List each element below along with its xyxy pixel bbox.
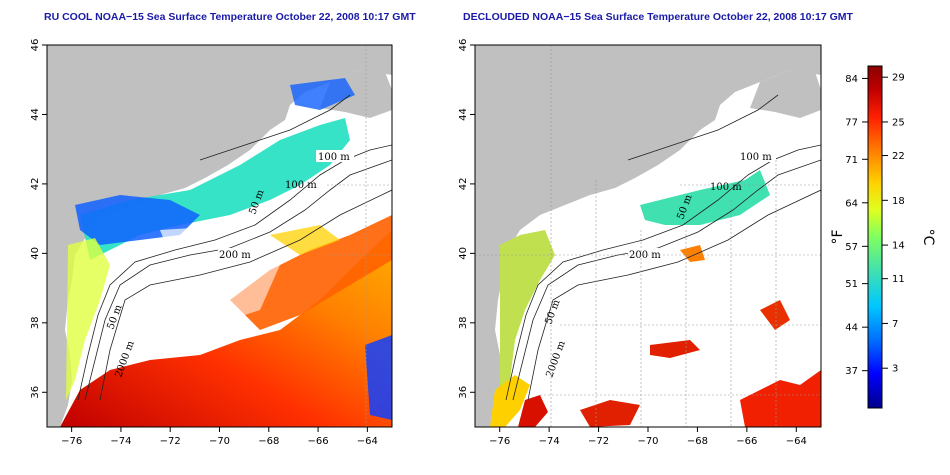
c-tick-label: 22: [892, 151, 905, 162]
left-panel-title: RU COOL NOAA−15 Sea Surface Temperature …: [44, 11, 416, 23]
contour-label: 100 m: [285, 180, 317, 191]
f-tick-label: 84: [845, 74, 858, 85]
lon-tick-label: −64: [786, 436, 807, 447]
lon-tick-label: −76: [489, 436, 510, 447]
fahrenheit-unit-label: °F: [830, 229, 846, 244]
lon-tick-label: −74: [110, 436, 131, 447]
land-mass: [475, 45, 821, 427]
lat-tick-label: 40: [30, 247, 41, 260]
lon-tick-label: −68: [258, 436, 279, 447]
right-map: 200 m 100 m 100 m 50 m 50 m 2000 m: [475, 45, 821, 427]
f-tick-label: 64: [845, 198, 858, 209]
celsius-unit-label: °C: [920, 229, 936, 246]
c-tick-label: 29: [892, 73, 905, 84]
f-tick-label: 44: [845, 323, 858, 334]
lat-tick-label: 36: [30, 386, 41, 399]
contour-label: 100 m: [710, 182, 742, 193]
lon-tick-label: −70: [209, 436, 230, 447]
land-mass: [47, 45, 392, 427]
lon-tick-label: −72: [588, 436, 609, 447]
lat-tick-label: 42: [30, 178, 41, 191]
lat-tick-label: 46: [458, 39, 469, 52]
lon-tick-label: −64: [357, 436, 378, 447]
lon-tick-label: −68: [687, 436, 708, 447]
contour-label: 200 m: [629, 250, 661, 261]
lat-tick-label: 38: [458, 316, 469, 329]
lat-tick-label: 44: [458, 108, 469, 121]
f-tick-label: 37: [845, 366, 858, 377]
f-tick-label: 77: [845, 117, 858, 128]
lat-tick-label: 38: [30, 316, 41, 329]
lat-tick-label: 40: [458, 247, 469, 260]
colorbar: [867, 65, 883, 409]
c-tick-label: 25: [892, 117, 905, 128]
left-map: 200 m 100 m 100 m 50 m 50 m 2000 m: [47, 45, 392, 427]
lon-tick-label: −72: [160, 436, 181, 447]
lon-tick-label: −74: [539, 436, 560, 447]
f-tick-label: 57: [845, 242, 858, 253]
c-tick-label: 3: [892, 364, 898, 375]
right-panel-title: DECLOUDED NOAA−15 Sea Surface Temperatur…: [463, 11, 853, 23]
lon-tick-label: −66: [308, 436, 329, 447]
lat-tick-label: 36: [458, 386, 469, 399]
lat-tick-label: 46: [30, 39, 41, 52]
f-tick-label: 71: [845, 155, 858, 166]
contour-label: 100 m: [740, 152, 772, 163]
c-tick-label: 7: [892, 319, 898, 330]
lat-tick-label: 42: [458, 178, 469, 191]
lon-tick-label: −66: [736, 436, 757, 447]
contour-label: 200 m: [219, 250, 251, 261]
c-tick-label: 11: [892, 274, 905, 285]
lon-tick-label: −76: [61, 436, 82, 447]
lon-tick-label: −70: [637, 436, 658, 447]
lat-tick-label: 44: [30, 108, 41, 121]
c-tick-label: 14: [892, 241, 905, 252]
c-tick-label: 18: [892, 196, 905, 207]
f-tick-label: 51: [845, 279, 858, 290]
contour-label: 100 m: [318, 152, 350, 163]
